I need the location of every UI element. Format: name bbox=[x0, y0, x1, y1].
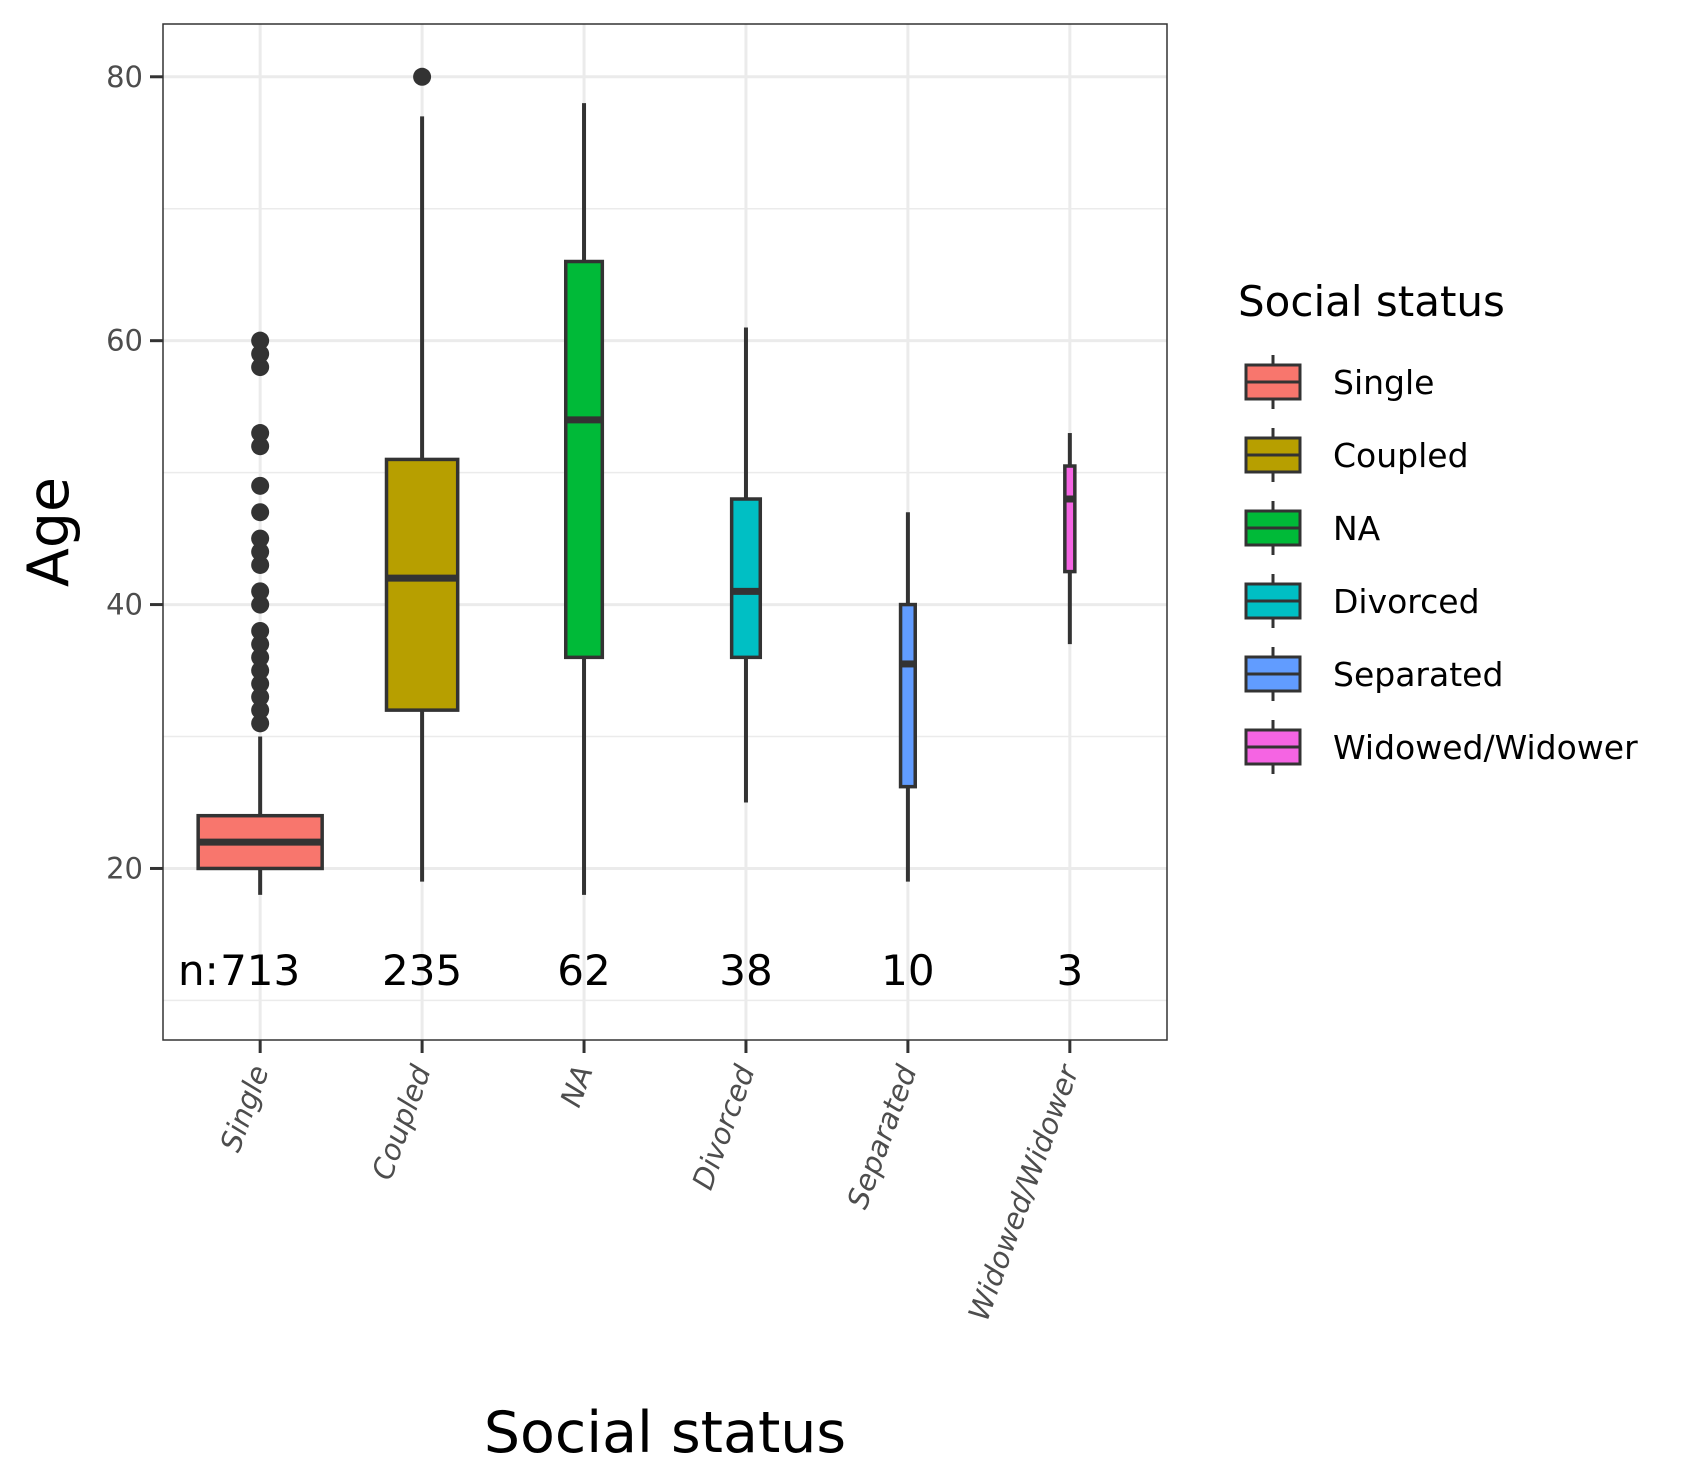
y-tick-label: 40 bbox=[106, 588, 143, 622]
count-label: 10 bbox=[881, 946, 934, 995]
count-labels: 713 235 62 38 10 3 n: bbox=[178, 946, 1083, 995]
count-label: 713 bbox=[220, 946, 300, 995]
y-tick-label: 60 bbox=[106, 324, 143, 358]
plot-panel-background bbox=[163, 24, 1167, 1040]
outlier-point bbox=[251, 701, 270, 720]
legend-item: Divorced bbox=[1244, 574, 1480, 628]
y-tick-label: 80 bbox=[106, 60, 143, 94]
outlier-point bbox=[251, 529, 270, 548]
count-label: 235 bbox=[382, 946, 462, 995]
box-iqr bbox=[898, 602, 917, 789]
box-iqr bbox=[384, 457, 460, 712]
plot-panel-border bbox=[162, 23, 1168, 1041]
outlier-point bbox=[251, 621, 270, 640]
legend-label: Separated bbox=[1333, 655, 1503, 694]
count-label: 38 bbox=[719, 946, 772, 995]
legend-label: Single bbox=[1333, 363, 1434, 402]
box-divorced bbox=[729, 327, 763, 803]
count-prefix: n: bbox=[178, 946, 219, 995]
outlier-point bbox=[251, 714, 270, 733]
x-tick-label: Separated bbox=[840, 1060, 923, 1213]
outlier-point bbox=[251, 635, 270, 654]
x-tick-label: Single bbox=[213, 1061, 275, 1156]
legend-item: Single bbox=[1244, 355, 1434, 409]
outlier-point bbox=[251, 437, 270, 456]
x-tick-label: Widowed/Widower bbox=[961, 1059, 1086, 1325]
box-na bbox=[563, 103, 605, 895]
outlier-point bbox=[251, 344, 270, 363]
x-axis: Single Coupled NA Divorced Separated Widowed/… bbox=[213, 1040, 1086, 1325]
x-tick-label: NA bbox=[553, 1061, 599, 1112]
legend-item: NA bbox=[1244, 501, 1381, 555]
legend-title: Social status bbox=[1238, 277, 1505, 326]
legend-label: Widowed/Widower bbox=[1333, 728, 1638, 767]
y-axis-title: Age bbox=[16, 477, 82, 587]
outlier-point bbox=[251, 595, 270, 614]
outlier-point bbox=[251, 674, 270, 693]
outlier-point bbox=[251, 542, 270, 561]
box-iqr bbox=[563, 259, 605, 660]
outlier-point bbox=[251, 331, 270, 350]
outlier-point bbox=[251, 648, 270, 667]
boxes-layer bbox=[196, 67, 1077, 895]
box-separated bbox=[898, 512, 917, 882]
y-axis: 20 40 60 80 bbox=[106, 60, 163, 885]
outlier-point bbox=[413, 67, 432, 86]
outlier-point bbox=[251, 424, 270, 443]
outlier-point bbox=[251, 661, 270, 680]
x-tick-label: Divorced bbox=[685, 1060, 761, 1194]
legend-label: Coupled bbox=[1333, 436, 1469, 475]
x-axis-title: Social status bbox=[484, 1400, 846, 1466]
legend-item: Separated bbox=[1244, 647, 1503, 701]
box-coupled bbox=[384, 67, 460, 882]
outlier-point bbox=[251, 358, 270, 377]
outlier-point bbox=[251, 555, 270, 574]
outlier-point bbox=[251, 687, 270, 706]
legend-label: NA bbox=[1333, 509, 1381, 548]
box-iqr bbox=[729, 497, 763, 660]
outlier-point bbox=[251, 503, 270, 522]
count-label: 62 bbox=[557, 946, 610, 995]
legend-items: Single Coupled NA Divorced Separated Widowed/… bbox=[1244, 355, 1638, 774]
legend-item: Widowed/Widower bbox=[1244, 720, 1638, 774]
count-label: 3 bbox=[1056, 946, 1083, 995]
outlier-point bbox=[251, 582, 270, 601]
outlier-point bbox=[251, 476, 270, 495]
legend: Social status Single Coupled NA Divorced Sep… bbox=[1238, 277, 1638, 774]
box-iqr bbox=[1063, 464, 1077, 574]
box-widowed-widower bbox=[1063, 433, 1077, 645]
legend-item: Coupled bbox=[1244, 428, 1469, 482]
x-tick-label: Coupled bbox=[365, 1060, 438, 1184]
box-single bbox=[196, 331, 324, 895]
legend-label: Divorced bbox=[1333, 582, 1480, 621]
y-tick-label: 20 bbox=[106, 851, 143, 885]
